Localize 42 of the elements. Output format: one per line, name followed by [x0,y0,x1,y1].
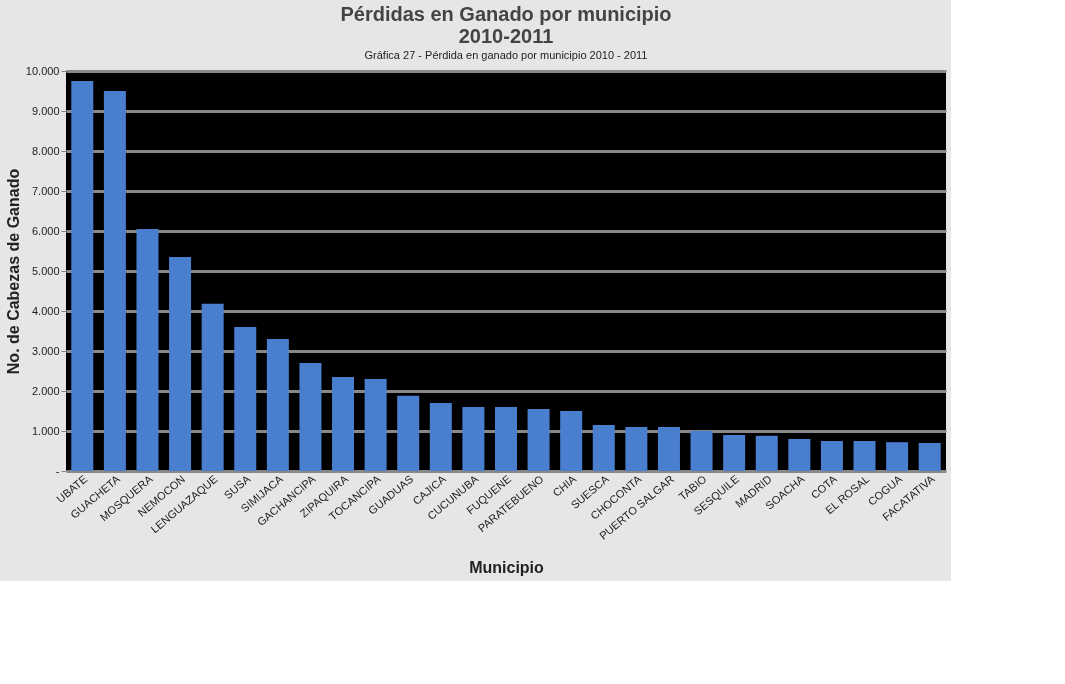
y-tick-label: - [55,464,60,477]
y-tick-label: 7.000 [31,184,60,197]
bar [299,363,322,471]
y-tick-label: 2.000 [31,384,60,397]
y-tick-label: 4.000 [31,304,60,317]
y-axis-title: No. de Cabezas de Ganado [4,168,22,375]
bar [918,443,941,471]
bar [364,379,387,471]
bar [625,427,648,471]
bar [201,303,224,471]
bar [103,91,126,471]
bar [657,427,680,471]
y-tick-label: 3.000 [31,344,60,357]
bar [71,81,94,471]
bar [234,327,257,471]
x-axis-title: Municipio [469,558,545,576]
y-tick-label: 8.000 [31,144,60,157]
bar [462,407,485,471]
bar [788,439,811,471]
bar [266,339,289,471]
text: Gráfica 27 - Pérdida en ganado por municipio 2010 - 2011 [364,49,648,61]
bar [429,403,452,471]
y-tick-label: 6.000 [31,224,60,237]
bar [755,435,778,471]
bar [332,377,355,471]
bar [560,411,583,471]
bar [397,395,420,471]
bar [495,407,517,471]
bar [527,409,550,471]
bar [592,425,615,471]
chart-title: Pérdidas en Ganado por municipio 2010-2011 [340,3,672,47]
bar [886,442,909,471]
bar [690,431,713,471]
bar [723,435,746,471]
bar [853,441,876,471]
y-tick-label: 1.000 [31,424,60,437]
y-tick-label: 5.000 [31,264,60,277]
bar [136,229,159,471]
bar [169,257,192,471]
y-tick-label: 9.000 [31,104,60,117]
bar [820,441,843,471]
y-tick-label: 10.000 [25,64,60,77]
